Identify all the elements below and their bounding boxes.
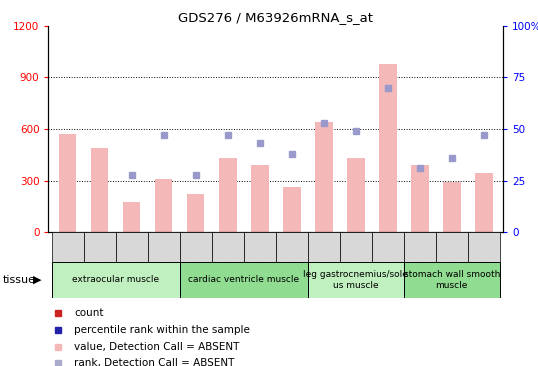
Bar xyxy=(52,232,83,262)
Bar xyxy=(404,232,436,262)
Bar xyxy=(180,262,308,298)
Bar xyxy=(91,148,109,232)
Text: ▶: ▶ xyxy=(33,275,42,285)
Bar xyxy=(155,179,173,232)
Bar xyxy=(404,262,500,298)
Bar xyxy=(475,173,493,232)
Bar xyxy=(219,158,237,232)
Bar xyxy=(244,232,275,262)
Bar xyxy=(379,64,397,232)
Bar xyxy=(52,262,180,298)
Text: cardiac ventricle muscle: cardiac ventricle muscle xyxy=(188,276,299,284)
Bar xyxy=(147,232,180,262)
Bar xyxy=(340,232,372,262)
Bar xyxy=(276,232,308,262)
Bar xyxy=(283,187,301,232)
Title: GDS276 / M63926mRNA_s_at: GDS276 / M63926mRNA_s_at xyxy=(178,11,373,25)
Text: stomach wall smooth
muscle: stomach wall smooth muscle xyxy=(404,270,500,290)
Bar xyxy=(315,122,332,232)
Bar xyxy=(468,232,500,262)
Bar xyxy=(211,232,244,262)
Bar xyxy=(308,232,340,262)
Bar xyxy=(308,262,404,298)
Bar xyxy=(180,232,211,262)
Text: value, Detection Call = ABSENT: value, Detection Call = ABSENT xyxy=(74,342,240,352)
Bar xyxy=(372,232,404,262)
Bar xyxy=(411,165,429,232)
Bar xyxy=(436,232,468,262)
Bar xyxy=(116,232,147,262)
Text: percentile rank within the sample: percentile rank within the sample xyxy=(74,325,250,335)
Bar xyxy=(83,232,116,262)
Text: leg gastrocnemius/sole
us muscle: leg gastrocnemius/sole us muscle xyxy=(303,270,408,290)
Text: count: count xyxy=(74,309,104,318)
Text: rank, Detection Call = ABSENT: rank, Detection Call = ABSENT xyxy=(74,358,235,366)
Bar xyxy=(443,182,461,232)
Bar xyxy=(187,194,204,232)
Bar xyxy=(251,165,268,232)
Bar xyxy=(59,134,76,232)
Bar xyxy=(347,158,365,232)
Bar xyxy=(123,202,140,232)
Text: tissue: tissue xyxy=(3,275,36,285)
Text: extraocular muscle: extraocular muscle xyxy=(72,276,159,284)
